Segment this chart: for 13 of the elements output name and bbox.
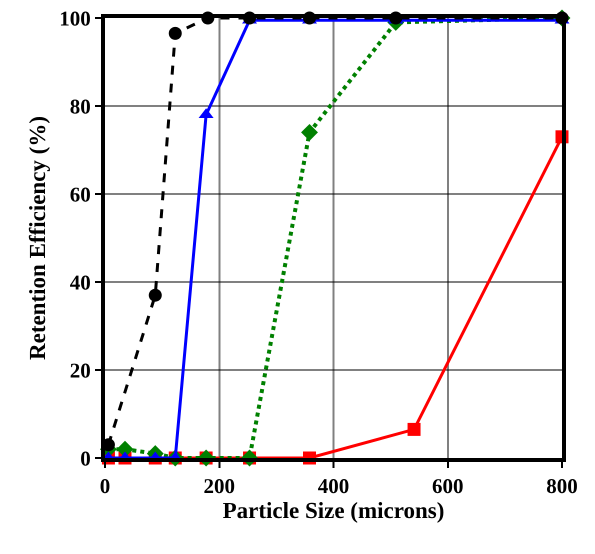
x-tick-label: 800 xyxy=(546,474,578,498)
y-tick-label: 0 xyxy=(80,446,91,470)
x-axis-title: Particle Size (microns) xyxy=(222,498,444,524)
y-tick-label: 20 xyxy=(70,358,91,382)
y-tick-label: 60 xyxy=(70,182,91,206)
x-tick-label: 0 xyxy=(100,474,110,498)
y-tick-label: 40 xyxy=(70,270,91,294)
y-axis-title: Retention Efficiency (%) xyxy=(25,116,50,360)
x-tick-label: 600 xyxy=(432,474,464,498)
y-tick-label: 100 xyxy=(59,6,91,30)
x-tick-label: 400 xyxy=(318,474,350,498)
y-tick-label: 80 xyxy=(70,94,91,118)
x-tick-label: 200 xyxy=(204,474,235,498)
